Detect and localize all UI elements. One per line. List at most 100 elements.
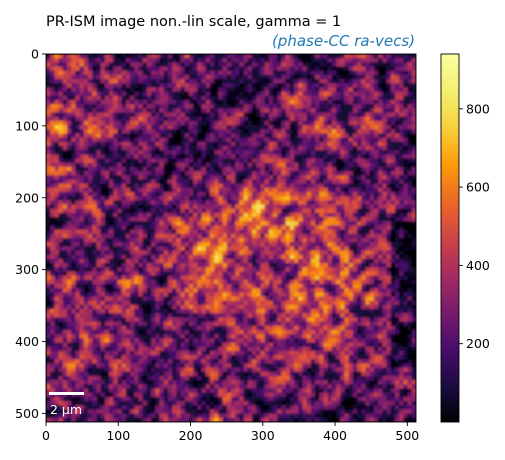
heatmap-cell bbox=[201, 246, 207, 251]
heatmap-cell bbox=[336, 192, 341, 197]
heatmap-cell bbox=[365, 263, 371, 268]
heatmap-cell bbox=[277, 79, 282, 84]
heatmap-cell bbox=[75, 179, 81, 185]
heatmap-cell bbox=[285, 212, 291, 218]
heatmap-cell bbox=[369, 229, 375, 235]
heatmap-cell bbox=[226, 141, 232, 147]
heatmap-cell bbox=[298, 271, 303, 277]
heatmap-cell bbox=[315, 284, 320, 289]
heatmap-cell bbox=[109, 70, 114, 76]
heatmap-cell bbox=[281, 100, 287, 105]
heatmap-cell bbox=[134, 200, 139, 205]
heatmap-cell bbox=[285, 54, 291, 59]
heatmap-cell bbox=[411, 233, 416, 239]
heatmap-cell bbox=[277, 137, 282, 143]
heatmap-cell bbox=[58, 154, 64, 159]
heatmap-cell bbox=[226, 254, 232, 260]
heatmap-cell bbox=[67, 91, 72, 97]
heatmap-cell bbox=[340, 238, 345, 243]
heatmap-cell bbox=[83, 74, 89, 80]
heatmap-cell bbox=[201, 120, 207, 126]
heatmap-cell bbox=[298, 62, 303, 67]
heatmap-cell bbox=[252, 242, 257, 247]
heatmap-cell bbox=[256, 74, 261, 80]
heatmap-cell bbox=[386, 229, 392, 235]
heatmap-cell bbox=[256, 246, 261, 251]
heatmap-cell bbox=[302, 263, 308, 268]
heatmap-cell bbox=[302, 112, 308, 118]
heatmap-cell bbox=[100, 200, 106, 205]
heatmap-cell bbox=[268, 158, 274, 164]
heatmap-cell bbox=[104, 150, 110, 155]
heatmap-cell bbox=[361, 267, 366, 272]
heatmap-cell bbox=[260, 183, 266, 189]
heatmap-cell bbox=[247, 129, 253, 134]
heatmap-cell bbox=[369, 175, 375, 180]
heatmap-cell bbox=[277, 129, 282, 134]
heatmap-cell bbox=[298, 166, 303, 172]
heatmap-cell bbox=[205, 242, 211, 247]
heatmap-cell bbox=[378, 271, 383, 277]
heatmap-cell bbox=[361, 83, 366, 88]
heatmap-cell bbox=[310, 275, 316, 281]
heatmap-cell bbox=[146, 54, 152, 59]
heatmap-cell bbox=[104, 246, 110, 251]
heatmap-cell bbox=[218, 175, 223, 180]
heatmap-cell bbox=[113, 171, 118, 176]
heatmap-cell bbox=[319, 100, 324, 105]
heatmap-cell bbox=[214, 183, 219, 189]
heatmap-cell bbox=[306, 74, 312, 80]
heatmap-cell bbox=[277, 162, 282, 168]
heatmap-cell bbox=[352, 154, 358, 159]
heatmap-cell bbox=[411, 175, 416, 180]
heatmap-cell bbox=[130, 187, 135, 193]
heatmap-cell bbox=[142, 267, 148, 272]
heatmap-cell bbox=[411, 242, 416, 247]
heatmap-cell bbox=[83, 150, 89, 155]
heatmap-cell bbox=[92, 179, 97, 185]
heatmap-cell bbox=[71, 196, 76, 201]
heatmap-cell bbox=[361, 246, 366, 251]
heatmap-cell bbox=[394, 284, 400, 289]
heatmap-cell bbox=[256, 258, 261, 264]
heatmap-cell bbox=[239, 133, 245, 139]
heatmap-cell bbox=[264, 275, 270, 281]
heatmap-cell bbox=[134, 100, 139, 105]
heatmap-cell bbox=[399, 183, 404, 189]
heatmap-cell bbox=[378, 100, 383, 105]
heatmap-cell bbox=[58, 246, 64, 251]
heatmap-cell bbox=[117, 254, 123, 260]
heatmap-cell bbox=[180, 162, 186, 168]
heatmap-cell bbox=[92, 129, 97, 134]
heatmap-cell bbox=[260, 179, 266, 185]
heatmap-cell bbox=[193, 192, 198, 197]
heatmap-cell bbox=[344, 146, 350, 151]
heatmap-cell bbox=[336, 221, 341, 226]
heatmap-cell bbox=[373, 95, 379, 101]
heatmap-cell bbox=[113, 133, 118, 139]
heatmap-cell bbox=[235, 87, 240, 93]
heatmap-cell bbox=[365, 271, 371, 277]
heatmap-cell bbox=[289, 187, 295, 193]
heatmap-cell bbox=[222, 217, 228, 222]
heatmap-cell bbox=[142, 146, 148, 151]
heatmap-cell bbox=[289, 212, 295, 218]
heatmap-cell bbox=[394, 137, 400, 143]
heatmap-cell bbox=[130, 242, 135, 247]
heatmap-cell bbox=[361, 87, 366, 93]
heatmap-cell bbox=[62, 62, 68, 67]
heatmap-cell bbox=[373, 271, 379, 277]
heatmap-cell bbox=[382, 250, 387, 256]
heatmap-cell bbox=[121, 158, 127, 164]
heatmap-cell bbox=[302, 221, 308, 226]
heatmap-cell bbox=[260, 263, 266, 268]
heatmap-cell bbox=[331, 146, 337, 151]
heatmap-cell bbox=[71, 74, 76, 80]
heatmap-cell bbox=[88, 229, 93, 235]
heatmap-cell bbox=[50, 91, 55, 97]
heatmap-cell bbox=[302, 120, 308, 126]
heatmap-cell bbox=[373, 200, 379, 205]
heatmap-cell bbox=[344, 112, 350, 118]
heatmap-cell bbox=[58, 146, 64, 151]
heatmap-cell bbox=[247, 116, 253, 122]
